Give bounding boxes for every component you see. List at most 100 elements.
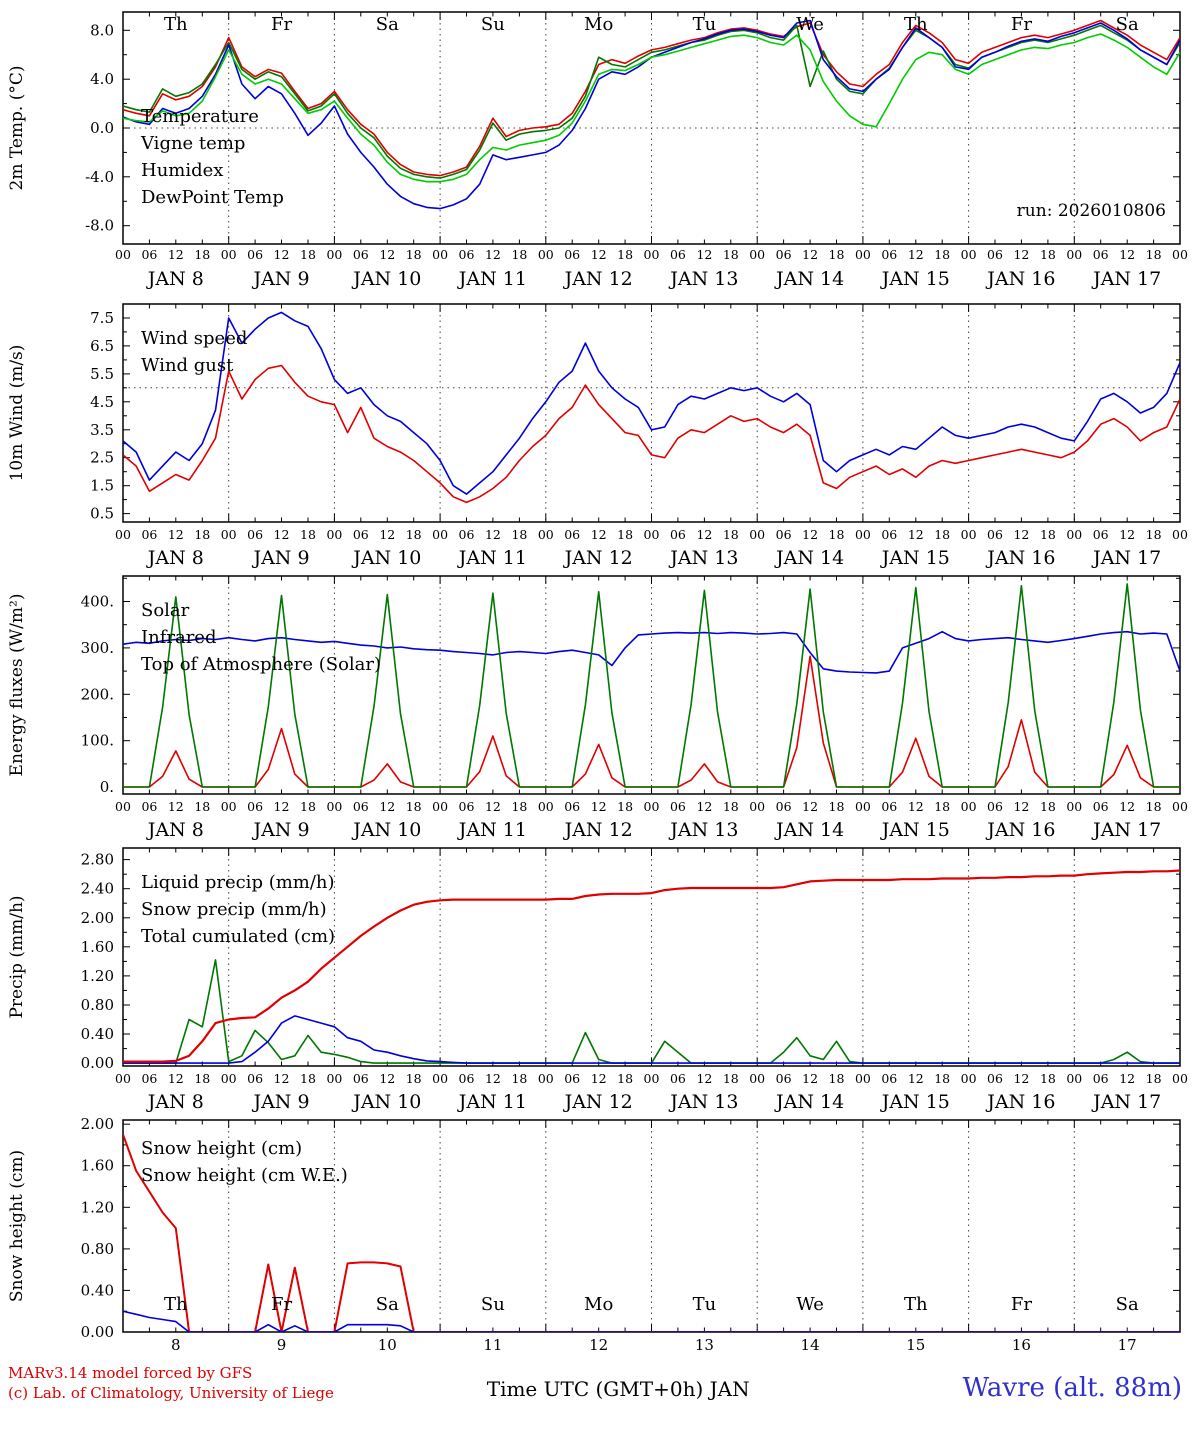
date-label: JAN 17 <box>1091 1091 1161 1112</box>
date-label: JAN 9 <box>251 547 309 568</box>
y-tick-label: 1.5 <box>90 477 114 495</box>
hour-label: 06 <box>564 1071 580 1086</box>
hour-label: 18 <box>194 1071 210 1086</box>
hour-label: 00 <box>644 799 660 814</box>
hour-label: 12 <box>696 799 712 814</box>
hour-label: 06 <box>141 247 157 262</box>
station-label: Wavre (alt. 88m) <box>962 1373 1182 1403</box>
y-tick-label: 0.00 <box>81 1054 114 1072</box>
date-label: JAN 10 <box>351 547 421 568</box>
hour-label: 00 <box>855 527 871 542</box>
legend-label: Infrared <box>141 627 216 648</box>
y-tick-label: 2.00 <box>81 909 114 927</box>
hour-label: 12 <box>485 247 501 262</box>
legend-label: Solar <box>141 600 190 621</box>
model-credits: MARv3.14 model forced by GFS (c) Lab. of… <box>8 1364 334 1403</box>
date-label: JAN 11 <box>457 819 527 840</box>
hour-label: 18 <box>617 1071 633 1086</box>
hour-label: 06 <box>247 1071 263 1086</box>
hour-label: 00 <box>538 799 554 814</box>
hour-label: 06 <box>141 1071 157 1086</box>
weekday-label: Tu <box>693 14 717 35</box>
y-tick-label: 400. <box>81 593 114 611</box>
weekday-label: Th <box>904 1294 928 1315</box>
series-snow-height-cm-w-e- <box>123 1310 1180 1332</box>
hour-label: 00 <box>961 799 977 814</box>
weekday-label: Fr <box>271 1294 292 1315</box>
hour-label: 06 <box>353 1071 369 1086</box>
hour-label: 00 <box>432 527 448 542</box>
hour-label: 18 <box>1146 799 1162 814</box>
date-label: JAN 11 <box>457 547 527 568</box>
date-label: JAN 10 <box>351 1091 421 1112</box>
hour-label: 00 <box>326 799 342 814</box>
series-top-of-atmosphere-solar- <box>123 583 1180 788</box>
hour-label: 18 <box>934 799 950 814</box>
date-label: JAN 8 <box>146 1091 204 1112</box>
date-label: JAN 15 <box>880 547 950 568</box>
y-axis-title: Precip (mm/h) <box>7 895 27 1018</box>
hour-label: 18 <box>300 1071 316 1086</box>
weekday-label: Mo <box>584 1294 613 1315</box>
weekday-label: Fr <box>271 14 292 35</box>
legend-label: Humidex <box>141 160 223 181</box>
hour-label: 18 <box>934 527 950 542</box>
snow-height-panel: 0.00 0.40 0.80 1.20 1.60 2.00 Snow height (cm)… <box>7 1115 1181 1354</box>
hour-label: 18 <box>617 247 633 262</box>
credit-line-1: MARv3.14 model forced by GFS <box>8 1364 253 1382</box>
hour-label: 12 <box>274 527 290 542</box>
hour-label: 18 <box>723 527 739 542</box>
day-number: 11 <box>483 1336 502 1354</box>
series-wind-gust <box>123 311 1180 495</box>
hour-label: 18 <box>1040 799 1056 814</box>
legend-label: DewPoint Temp <box>141 187 284 208</box>
hour-label: 18 <box>300 799 316 814</box>
y-tick-label: 0.00 <box>81 1323 114 1341</box>
hour-label: 12 <box>379 247 395 262</box>
day-number: 17 <box>1118 1336 1137 1354</box>
run-label: run: 2026010806 <box>1017 201 1166 221</box>
hour-label: 00 <box>961 1071 977 1086</box>
hour-label: 18 <box>511 799 527 814</box>
y-tick-label: 1.60 <box>81 1157 114 1175</box>
date-label: JAN 8 <box>146 819 204 840</box>
date-label: JAN 13 <box>668 819 738 840</box>
hour-label: 06 <box>987 247 1003 262</box>
date-label: JAN 15 <box>880 819 950 840</box>
hour-label: 18 <box>406 799 422 814</box>
weekday-label: Fr <box>1011 1294 1032 1315</box>
hour-label: 00 <box>961 527 977 542</box>
hour-label: 12 <box>274 1071 290 1086</box>
hour-label: 18 <box>1040 247 1056 262</box>
hour-label: 12 <box>908 527 924 542</box>
hour-label: 06 <box>1093 1071 1109 1086</box>
y-tick-label: 7.5 <box>90 309 114 327</box>
y-tick-label: 0.80 <box>81 1240 114 1258</box>
hour-label: 06 <box>564 247 580 262</box>
y-tick-label: 1.20 <box>81 1198 114 1216</box>
date-label: JAN 17 <box>1091 268 1161 290</box>
date-label: JAN 9 <box>251 819 309 840</box>
date-label: JAN 9 <box>251 1091 309 1112</box>
y-tick-label: 6.5 <box>90 337 114 355</box>
date-label: JAN 15 <box>880 268 950 290</box>
hour-label: 12 <box>591 527 607 542</box>
date-label: JAN 11 <box>457 268 527 290</box>
hour-label: 12 <box>591 1071 607 1086</box>
hour-label: 06 <box>670 1071 686 1086</box>
y-tick-label: 0.0 <box>90 119 114 137</box>
hour-label: 00 <box>855 799 871 814</box>
plot-border <box>122 847 1181 1067</box>
hour-label: 12 <box>591 247 607 262</box>
hour-label: 12 <box>1013 527 1029 542</box>
hour-label: 18 <box>194 247 210 262</box>
y-tick-label: 300. <box>81 639 114 657</box>
y-axis-title: Energy fluxes (W/m²) <box>7 594 27 777</box>
hour-label: 06 <box>670 799 686 814</box>
hour-label: 06 <box>987 1071 1003 1086</box>
y-tick-label: 2.5 <box>90 449 114 467</box>
hour-label: 18 <box>300 247 316 262</box>
y-tick-label: -4.0 <box>85 168 114 186</box>
legend-label: Snow precip (mm/h) <box>141 899 327 920</box>
hour-label: 06 <box>564 799 580 814</box>
